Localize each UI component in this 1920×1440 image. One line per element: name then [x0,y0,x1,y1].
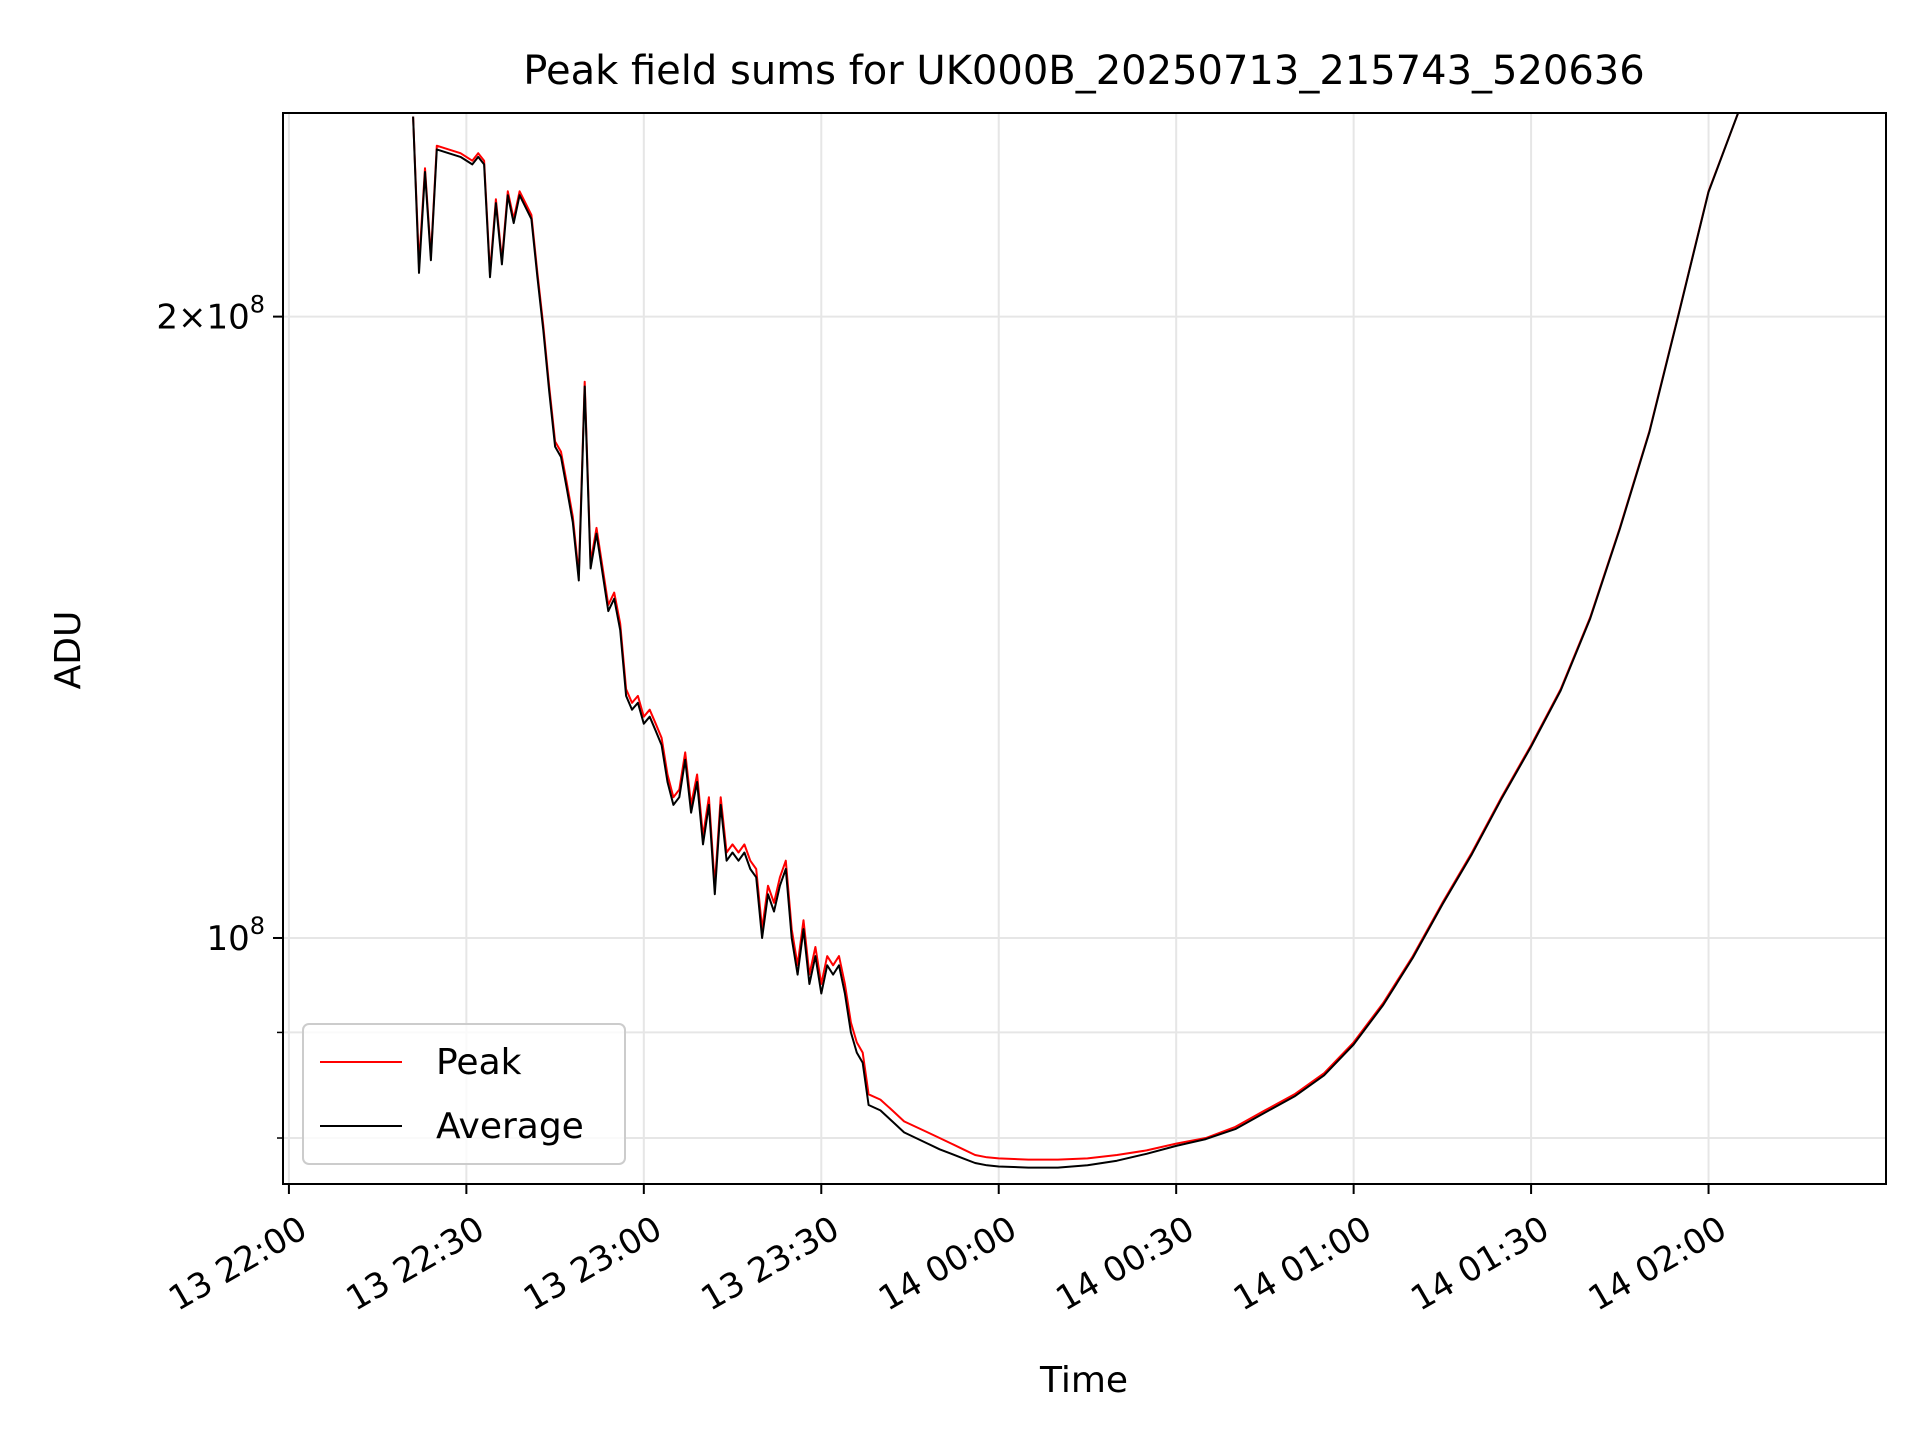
series-line-peak [412,113,1740,1161]
x-tick-label: 14 00:30 [1049,1209,1201,1320]
x-tick-label: 14 00:00 [872,1209,1024,1320]
plot-frame [282,112,1887,1185]
legend: Peak Average [302,1023,626,1165]
legend-label-average: Average [436,1106,584,1147]
x-tick-label: 14 01:00 [1227,1209,1379,1320]
series-lines [412,113,1740,1169]
legend-box [302,1023,626,1165]
x-tick-label: 13 23:00 [517,1209,669,1320]
x-tick-label: 14 01:30 [1404,1209,1556,1320]
y-tick-label: 108 [206,912,265,959]
x-tick-label: 14 02:00 [1582,1209,1734,1320]
y-axis-ticks: 108 2×108 [156,291,283,1139]
x-tick-label: 13 22:30 [340,1209,492,1320]
x-axis-ticks: 13 22:00 13 22:30 13 23:00 13 23:30 14 00:00… [162,1184,1733,1319]
x-tick-label: 13 22:00 [162,1209,314,1320]
legend-label-peak: Peak [436,1042,522,1083]
series-line-average [412,113,1740,1169]
x-axis-label: Time [1039,1360,1128,1401]
y-axis-label: ADU [48,611,89,690]
chart-title: Peak field sums for UK000B_20250713_2157… [523,48,1644,94]
x-tick-label: 13 23:30 [694,1209,846,1320]
y-tick-label: 2×108 [156,291,265,338]
